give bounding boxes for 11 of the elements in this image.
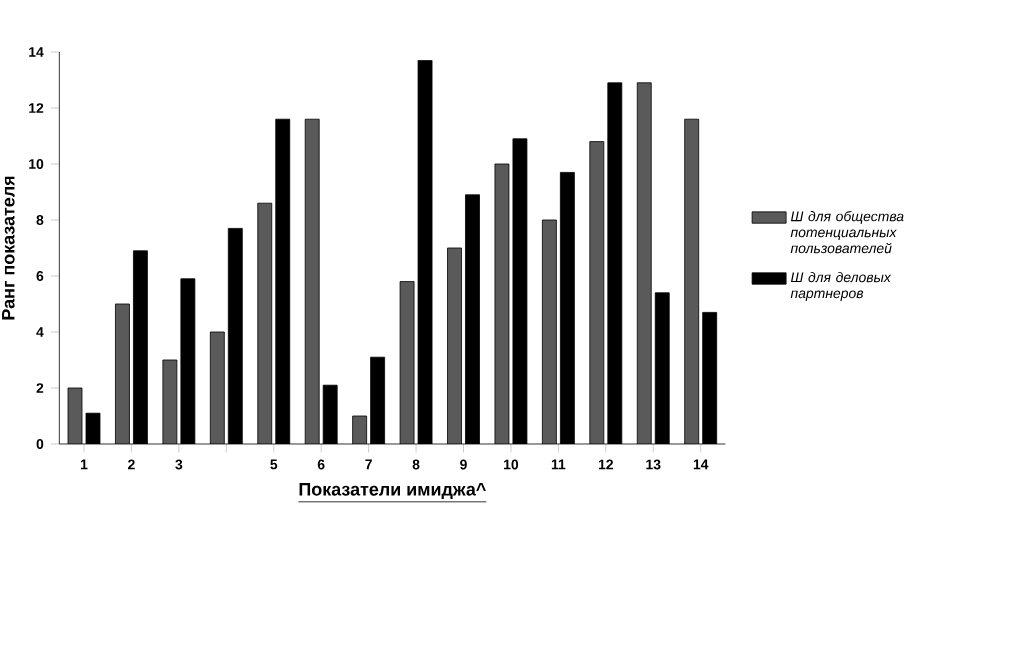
bar [115,304,130,444]
bar [684,118,700,444]
bar [210,332,225,444]
bar [305,119,320,444]
bar [589,141,604,444]
bar [542,220,557,444]
bar [637,82,652,444]
x-axis-title: Показатели имиджа^ [299,483,486,500]
bar [257,203,272,444]
y-axis-title: Ранг показателя [2,176,15,320]
bar [447,248,462,444]
